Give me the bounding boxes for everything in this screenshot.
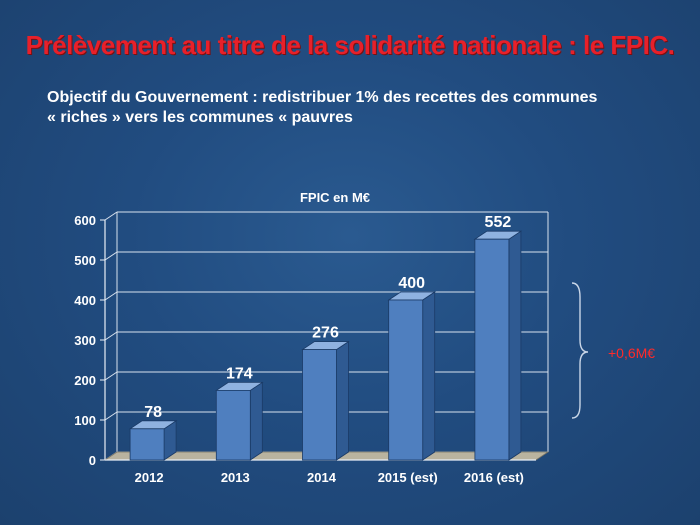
- x-tick-label: 2016 (est): [464, 470, 524, 485]
- gridline-depth: [104, 331, 118, 341]
- gridline-depth: [104, 371, 118, 381]
- y-tick-label: 300: [74, 333, 96, 348]
- y-tick-label: 200: [74, 373, 96, 388]
- bar: [388, 299, 424, 461]
- x-tick-label: 2012: [135, 470, 164, 485]
- y-tick-label: 400: [74, 293, 96, 308]
- bar-side: [336, 340, 349, 461]
- gridline-depth: [104, 211, 118, 221]
- bar-side: [249, 381, 263, 461]
- data-label: 174: [226, 365, 253, 382]
- bar: [129, 428, 165, 461]
- subtitle-line-1: Objectif du Gouvernement : redistribuer …: [47, 89, 598, 106]
- bar: [302, 349, 337, 461]
- data-label: 276: [312, 325, 339, 342]
- curly-brace: [571, 282, 589, 419]
- data-label: 78: [144, 404, 162, 421]
- x-tick-label: 2013: [221, 470, 250, 485]
- bar: [474, 238, 510, 461]
- y-tick-label: 500: [74, 253, 96, 268]
- chart-title: FPIC en M€: [299, 190, 371, 205]
- gridline-depth: [104, 251, 118, 261]
- y-tick-label: 0: [89, 453, 96, 468]
- subtitle-line-2: « riches » vers les communes « pauvres: [47, 109, 353, 126]
- bar: [215, 389, 251, 461]
- bar-side: [508, 230, 522, 461]
- x-tick-label: 2014: [307, 470, 337, 485]
- slide-title: Prélèvement au titre de la solidarité na…: [25, 30, 675, 60]
- slide-subtitle: Objectif du Gouvernement : redistribuer …: [47, 88, 667, 128]
- data-label: 400: [398, 275, 425, 292]
- x-tick-label: 2015 (est): [378, 470, 438, 485]
- gridline-depth: [104, 291, 118, 301]
- growth-annotation: +0,6M€: [608, 345, 656, 361]
- data-label: 552: [485, 214, 512, 231]
- bar-side: [422, 291, 436, 461]
- y-tick-label: 600: [74, 213, 96, 228]
- y-tick-label: 100: [74, 413, 96, 428]
- gridline-depth: [104, 411, 118, 421]
